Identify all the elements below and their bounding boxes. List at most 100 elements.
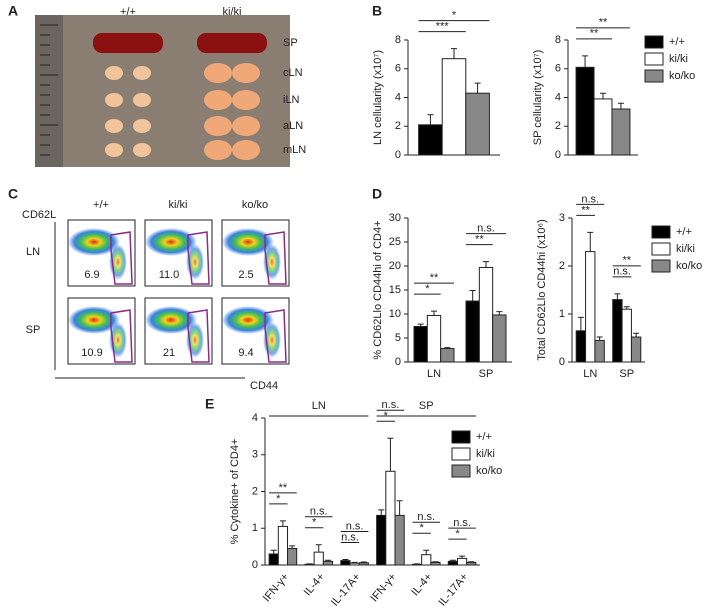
bar	[440, 348, 455, 363]
error-bar	[623, 306, 630, 310]
bar	[313, 551, 324, 566]
organ	[197, 33, 267, 53]
legend-swatch	[644, 52, 664, 66]
y-tick-label: 10	[389, 308, 401, 320]
significance-label: *	[312, 517, 317, 529]
flow-column-label: ki/ki	[169, 199, 188, 211]
error-bar	[279, 520, 286, 527]
bar	[358, 562, 369, 566]
y-tick-label: 4	[395, 91, 401, 103]
error-bar	[427, 114, 434, 125]
legend-label: +/+	[669, 36, 685, 48]
legend-label: ki/ki	[676, 243, 695, 255]
bar	[465, 300, 480, 363]
y-tick-label: 3	[559, 212, 565, 224]
error-bar	[469, 289, 476, 302]
error-bar	[431, 310, 437, 316]
significance-label: n.s.	[310, 506, 328, 518]
organ	[204, 116, 232, 136]
legend-label: +/+	[476, 431, 492, 443]
bar	[621, 308, 632, 363]
x-tick-label: IFN-γ+	[261, 571, 292, 604]
error-bar	[468, 561, 475, 563]
gate-value: 9.4	[238, 347, 253, 359]
bar	[322, 560, 334, 566]
significance-label: *	[452, 10, 457, 22]
y-tick-label: 0	[395, 356, 401, 368]
legend-swatch	[644, 69, 664, 83]
ruler	[35, 15, 63, 167]
bar	[447, 560, 458, 566]
y-axis-label: LN cellularity (x10⁷)	[372, 50, 384, 145]
bar	[418, 124, 443, 156]
bar	[611, 108, 631, 156]
error-bar	[483, 261, 489, 268]
significance-label: n.s.	[453, 517, 471, 529]
x-tick-label: LN	[427, 368, 441, 380]
bar	[385, 470, 396, 566]
bar	[349, 562, 360, 566]
bar	[492, 314, 507, 363]
significance-label: n.s.	[346, 520, 364, 532]
y-tick-label: 4	[252, 412, 258, 424]
error-bar	[459, 555, 466, 559]
gate-value: 6.9	[84, 269, 99, 281]
axis-label: CD44	[250, 380, 278, 392]
organ	[133, 66, 151, 80]
density	[68, 228, 120, 256]
bar	[585, 251, 596, 363]
significance-label: **	[590, 28, 599, 40]
error-bar	[342, 558, 349, 561]
organ	[105, 66, 123, 80]
y-tick-label: 30	[389, 212, 401, 224]
gate	[187, 231, 210, 285]
y-tick-label: 6	[395, 63, 401, 75]
significance-label: **	[599, 17, 608, 29]
significance-label: *	[276, 493, 281, 505]
bar	[340, 560, 351, 566]
group-label: LN	[312, 400, 326, 412]
significance-label: n.s.	[417, 511, 435, 523]
axis-label: CD62L	[22, 209, 56, 221]
flow-column-label: +/+	[93, 199, 109, 211]
y-axis-label: % CD62Llo CD44hi of CD4+	[372, 220, 384, 359]
gate-value: 11.0	[159, 269, 180, 281]
gate-value: 2.5	[238, 269, 253, 281]
significance-label: **	[279, 482, 288, 494]
bar	[594, 339, 605, 363]
legend-swatch	[451, 464, 471, 478]
error-bar	[582, 55, 589, 68]
bar	[612, 299, 623, 363]
bar	[287, 547, 298, 566]
significance-label: *	[420, 522, 425, 534]
bar	[575, 330, 587, 363]
error-bar	[378, 509, 385, 516]
bar	[413, 325, 428, 363]
significance-label: ***	[436, 21, 450, 33]
legend-swatch	[651, 242, 671, 256]
photo-column-label: +/+	[120, 6, 136, 18]
organ-label: mLN	[283, 144, 306, 156]
organ	[232, 140, 260, 160]
y-tick-label: 2	[559, 260, 565, 272]
significance-label: **	[581, 204, 590, 216]
significance-label: **	[430, 272, 439, 284]
y-tick-label: 0	[555, 149, 561, 161]
bar	[394, 514, 405, 566]
bar	[277, 525, 289, 566]
bar	[593, 98, 613, 156]
flow-row-label: SP	[26, 324, 41, 336]
panel-label: D	[372, 186, 382, 202]
error-bar	[474, 82, 481, 94]
bar	[575, 66, 595, 156]
x-tick-label: IL-17A+	[329, 571, 363, 608]
x-tick-label: LN	[583, 368, 597, 380]
organ	[232, 63, 260, 83]
gate	[187, 309, 210, 363]
legend-label: ko/ko	[676, 260, 702, 272]
error-bar	[444, 347, 451, 349]
gate	[110, 309, 133, 363]
y-tick-label: 0	[559, 356, 565, 368]
x-tick-label: IL-4+	[409, 571, 435, 598]
